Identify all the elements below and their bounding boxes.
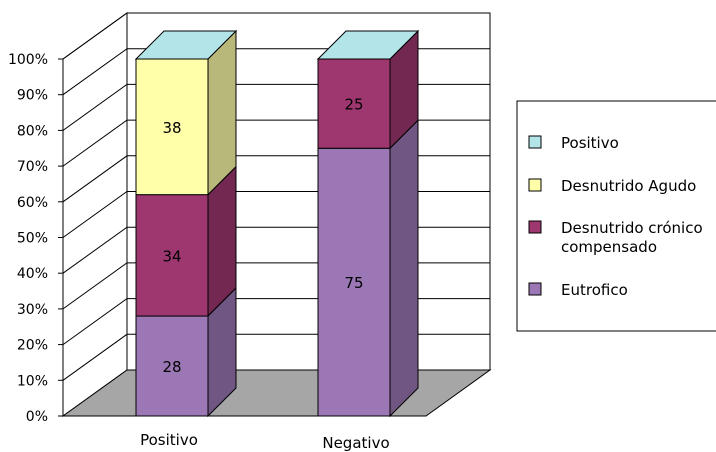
chart-walls bbox=[62, 12, 491, 417]
bar-side-positivo-desnutrido-agudo bbox=[207, 29, 237, 196]
y-tick-label: 80% bbox=[17, 123, 48, 139]
bar-positivo-desnutrido-cronico-compensado bbox=[135, 194, 209, 317]
bar-top-positivo bbox=[134, 30, 238, 60]
y-tick-label: 40% bbox=[17, 266, 48, 282]
legend-swatch-desnutrido-cronico-compensado bbox=[528, 220, 542, 234]
bar-positivo-eutrofico bbox=[135, 315, 209, 417]
y-tick-label: 70% bbox=[17, 159, 48, 175]
legend-label-eutrofico: Eutrofico bbox=[561, 281, 628, 299]
data-label-negativo-desnutrido-cronico-compensado: 25 bbox=[344, 96, 363, 114]
y-axis-ticks: 0% 10% 20% 30% 40% 50% 60% 70% 80% 90% 100% bbox=[8, 52, 63, 425]
gridline bbox=[62, 12, 490, 60]
y-tick-label: 0% bbox=[26, 409, 48, 425]
data-label-positivo-desnutrido-agudo: 38 bbox=[162, 119, 181, 137]
legend-label-desnutrido-cronico-compensado: compensado bbox=[561, 238, 657, 256]
legend-box bbox=[516, 100, 716, 332]
bar-top-negativo bbox=[316, 30, 420, 60]
x-axis-categories: Positivo Negativo bbox=[140, 431, 390, 452]
data-label-negativo-eutrofico: 75 bbox=[344, 274, 363, 292]
bar-side-negativo-eutrofico bbox=[389, 119, 419, 418]
y-tick-label: 60% bbox=[17, 195, 48, 211]
y-tick-label: 20% bbox=[17, 338, 48, 354]
bars: 28 34 38 75 25 bbox=[134, 29, 420, 418]
floor bbox=[61, 369, 492, 417]
legend: Positivo Desnutrido Agudo Desnutrido cróni… bbox=[516, 100, 716, 332]
bar-negativo-desnutrido-cronico-compensado bbox=[317, 58, 391, 149]
y-tick-label: 30% bbox=[17, 302, 48, 318]
legend-swatch-eutrofico bbox=[528, 282, 542, 296]
data-label-positivo-desnutrido-cronico-compensado: 34 bbox=[162, 247, 181, 265]
y-tick-label: 100% bbox=[8, 52, 48, 68]
y-tick-label: 50% bbox=[17, 231, 48, 247]
data-label-positivo-eutrofico: 28 bbox=[162, 358, 181, 376]
chart-floor bbox=[61, 369, 492, 417]
legend-swatch-desnutrido-agudo bbox=[528, 178, 542, 192]
y-tick-label: 10% bbox=[17, 373, 48, 389]
x-category-positivo: Positivo bbox=[140, 431, 198, 449]
legend-swatch-positivo bbox=[528, 135, 542, 149]
x-category-negativo: Negativo bbox=[322, 434, 389, 452]
legend-label-desnutrido-cronico-compensado: Desnutrido crónico bbox=[561, 219, 703, 237]
bar-positivo-desnutrido-agudo bbox=[135, 58, 209, 196]
legend-label-desnutrido-agudo: Desnutrido Agudo bbox=[561, 177, 696, 195]
legend-label-positivo: Positivo bbox=[561, 134, 619, 152]
y-tick-label: 90% bbox=[17, 88, 48, 104]
